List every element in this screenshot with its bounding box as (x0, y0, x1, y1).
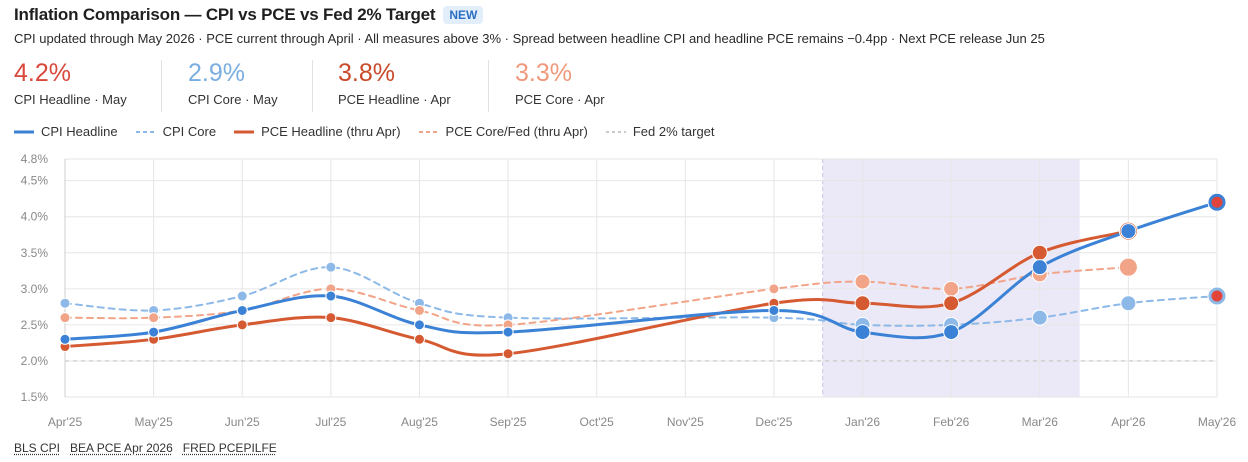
y-tick-label: 3.5% (21, 246, 49, 260)
legend-label: CPI Core (162, 124, 217, 139)
legend-swatch-solid (14, 130, 34, 133)
kpi-label: PCE Core · Apr (515, 92, 605, 107)
data-point (502, 326, 514, 338)
data-point (325, 290, 337, 302)
data-point (236, 319, 248, 331)
data-point (854, 295, 871, 312)
x-tick-label: Sep'25 (490, 415, 527, 429)
data-point (325, 261, 337, 273)
kpi-value: 4.2% (14, 59, 71, 87)
y-tick-label: 2.5% (21, 318, 49, 332)
kpi-pce-core: 3.3% PCE Core · Apr (515, 58, 605, 112)
highlight-point (1211, 196, 1223, 208)
kpi-divider (161, 60, 162, 112)
legend-item-cpi-headline[interactable]: CPI Headline (14, 124, 118, 139)
source-link-bls-cpi[interactable]: BLS CPI (14, 441, 61, 455)
data-point (1120, 223, 1137, 240)
kpi-cpi-headline: 4.2% CPI Headline · May (14, 58, 127, 112)
x-tick-label: Apr'25 (48, 415, 83, 429)
x-tick-label: Feb'26 (933, 415, 970, 429)
kpi-value: 3.3% (515, 59, 572, 87)
x-tick-label: Oct'25 (580, 415, 615, 429)
data-point (413, 319, 425, 331)
y-tick-label: 4.0% (21, 210, 49, 224)
page-subtitle: CPI updated through May 2026 · PCE curre… (14, 31, 1045, 46)
data-point (148, 326, 160, 338)
kpi-divider (488, 60, 489, 112)
data-point (854, 324, 871, 341)
legend-item-pce-core[interactable]: PCE Core/Fed (thru Apr) (418, 124, 588, 139)
series-line-pce-core-fed-thru-apr- (64, 266, 1130, 327)
data-point (854, 273, 871, 290)
data-point (502, 348, 514, 360)
data-point (148, 312, 160, 324)
kpi-label: CPI Core · May (188, 92, 278, 107)
y-tick-label: 1.5% (21, 390, 49, 404)
kpi-label: CPI Headline · May (14, 92, 127, 107)
kpi-value: 3.8% (338, 59, 395, 87)
data-point (413, 333, 425, 345)
x-tick-label: Aug'25 (401, 415, 438, 429)
x-tick-label: May'25 (134, 415, 173, 429)
legend-item-pce-headline[interactable]: PCE Headline (thru Apr) (234, 124, 401, 139)
source-link-bea-pce[interactable]: BEA PCE Apr 2026 (70, 441, 173, 455)
data-point (768, 283, 780, 295)
legend-label: PCE Headline (thru Apr) (261, 124, 401, 139)
x-tick-label: May'26 (1198, 415, 1237, 429)
series-line-pce-headline-thru-apr- (63, 229, 1130, 357)
page-title: Inflation Comparison — CPI vs PCE vs Fed… (14, 5, 436, 24)
data-point (59, 333, 71, 345)
legend-item-fed-target[interactable]: Fed 2% target (605, 124, 715, 139)
data-point (59, 312, 71, 324)
data-point (325, 312, 337, 324)
data-point (59, 297, 71, 309)
kpi-pce-headline: 3.8% PCE Headline · Apr (338, 58, 451, 112)
source-link-fred[interactable]: FRED PCEPILFE (182, 441, 277, 455)
legend-swatch-dashed (605, 130, 626, 133)
kpi-divider (312, 60, 313, 112)
legend-swatch-solid (234, 130, 255, 133)
legend-label: CPI Headline (41, 124, 118, 139)
chart-legend: CPI Headline CPI Core PCE Headline (thru… (14, 124, 715, 139)
inflation-line-chart: 1.5% 2.0% 2.5% 3.0% 3.5% 4.0% 4.5% 4.8% Apr'25 Ma… (21, 152, 1237, 429)
data-point (1118, 257, 1138, 277)
kpi-label: PCE Headline · Apr (338, 92, 451, 107)
data-point (236, 304, 248, 316)
x-tick-label: Dec'25 (755, 415, 792, 429)
x-tick-label: Jan'26 (845, 415, 880, 429)
y-tick-label: 2.0% (21, 354, 49, 368)
data-point (943, 295, 960, 312)
legend-item-cpi-core[interactable]: CPI Core (135, 124, 217, 139)
x-tick-label: Apr'26 (1111, 415, 1146, 429)
new-badge: NEW (443, 6, 484, 24)
data-point (1031, 244, 1048, 261)
header: Inflation Comparison — CPI vs PCE vs Fed… (14, 5, 484, 25)
x-tick-label: Jul'25 (315, 415, 346, 429)
kpi-value: 2.9% (188, 59, 245, 87)
source-links: BLS CPI BEA PCE Apr 2026 FRED PCEPILFE (14, 441, 277, 455)
data-point (236, 290, 248, 302)
legend-swatch-dashed (418, 130, 439, 133)
x-tick-label: Jun'25 (225, 415, 260, 429)
legend-label: Fed 2% target (632, 124, 715, 139)
data-point (768, 304, 780, 316)
data-point (943, 324, 960, 341)
x-tick-label: Nov'25 (667, 415, 704, 429)
data-point (1120, 295, 1137, 312)
data-point (943, 280, 960, 297)
y-tick-label: 3.0% (21, 282, 49, 296)
x-tick-label: Mar'26 (1022, 415, 1059, 429)
legend-swatch-dashed (135, 130, 156, 133)
y-tick-label: 4.5% (21, 174, 49, 188)
kpi-cpi-core: 2.9% CPI Core · May (188, 58, 278, 112)
y-tick-label: 4.8% (21, 152, 49, 166)
legend-label: PCE Core/Fed (thru Apr) (445, 124, 588, 139)
data-point (1031, 309, 1048, 326)
highlight-point (1211, 290, 1223, 302)
data-point (413, 304, 425, 316)
data-point (1031, 259, 1048, 276)
